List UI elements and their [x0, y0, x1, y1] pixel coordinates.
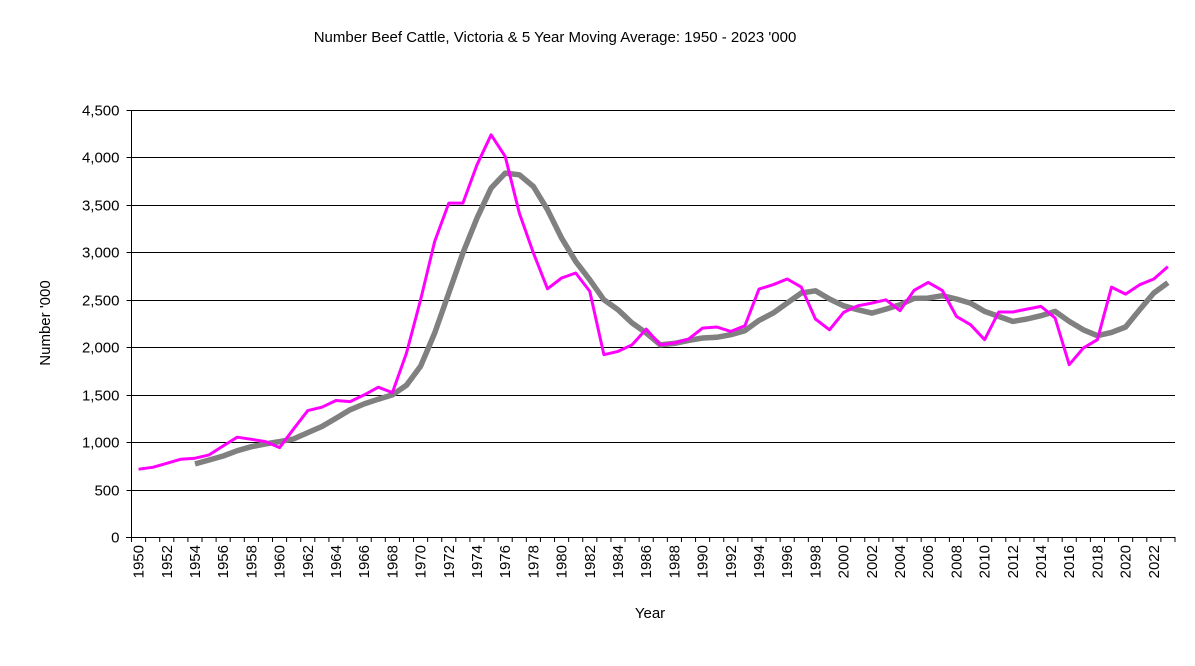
series-lines: [138, 133, 1170, 471]
x-tick-label: 2022: [1146, 545, 1163, 578]
y-axis-ticks: 0 500 1,000 1,500 2,000 2,500 3,000 3,500 4,000 4…: [82, 103, 132, 547]
x-tick-label: 1980: [554, 545, 571, 578]
y-tick-label: 1,500: [82, 388, 120, 405]
x-tick-label: 1960: [272, 545, 289, 578]
y-tick-label: 4,500: [82, 103, 120, 120]
x-tick-label: 1962: [300, 545, 317, 578]
y-tick-label: 500: [94, 483, 119, 500]
x-tick-label: 2002: [864, 545, 881, 578]
x-tick-label: 1970: [413, 545, 430, 578]
y-tick-label: 4,000: [82, 150, 120, 167]
y-axis-label: Number '000: [37, 280, 54, 365]
x-tick-label: 2012: [1005, 545, 1022, 578]
x-tick-label: 2014: [1033, 545, 1050, 578]
y-tick-label: 3,000: [82, 245, 120, 262]
moving-average-line: [194, 170, 1170, 467]
y-tick-label: 3,500: [82, 198, 120, 215]
x-tick-label: 2016: [1061, 545, 1078, 578]
y-tick-label: 0: [111, 530, 119, 547]
x-tick-label: 1998: [807, 545, 824, 578]
x-tick-label: 2006: [920, 545, 937, 578]
x-tick-label: 1992: [723, 545, 740, 578]
x-tick-label: 1956: [215, 545, 232, 578]
chart-title: Number Beef Cattle, Victoria & 5 Year Mo…: [314, 29, 797, 46]
x-tick-label: 1984: [610, 545, 627, 578]
x-tick-label: 1974: [469, 545, 486, 578]
x-tick-label: 1958: [243, 545, 260, 578]
x-tick-label: 2000: [836, 545, 853, 578]
x-tick-label: 2010: [977, 545, 994, 578]
y-tick-label: 1,000: [82, 435, 120, 452]
x-tick-label: 1972: [441, 545, 458, 578]
x-tick-label: 1952: [159, 545, 176, 578]
x-tick-label: 1950: [131, 545, 148, 578]
x-tick-label: 1976: [497, 545, 514, 578]
x-tick-label: 1978: [525, 545, 542, 578]
x-tick-label: 2020: [1118, 545, 1135, 578]
x-tick-label: 1966: [356, 545, 373, 578]
x-tick-label: 1986: [638, 545, 655, 578]
x-tick-label: 2018: [1089, 545, 1106, 578]
x-tick-label: 1954: [187, 545, 204, 578]
x-tick-label: 1990: [695, 545, 712, 578]
y-tick-label: 2,500: [82, 293, 120, 310]
x-tick-label: 2008: [948, 545, 965, 578]
x-tick-label: 1988: [666, 545, 683, 578]
beef-cattle-line: [138, 133, 1169, 471]
x-tick-label: 1964: [328, 545, 345, 578]
x-tick-label: 1968: [384, 545, 401, 578]
x-tick-label: 1982: [582, 545, 599, 578]
x-tick-label: 1994: [751, 545, 768, 578]
y-tick-label: 2,000: [82, 340, 120, 357]
x-tick-label: 2004: [892, 545, 909, 578]
gridlines: [131, 110, 1175, 491]
x-axis-ticks: 1950 1952 1954 1956 1958 1960 1962 1964 1966 1968…: [131, 537, 1176, 578]
x-tick-label: 1996: [779, 545, 796, 578]
x-axis-label: Year: [635, 605, 665, 622]
